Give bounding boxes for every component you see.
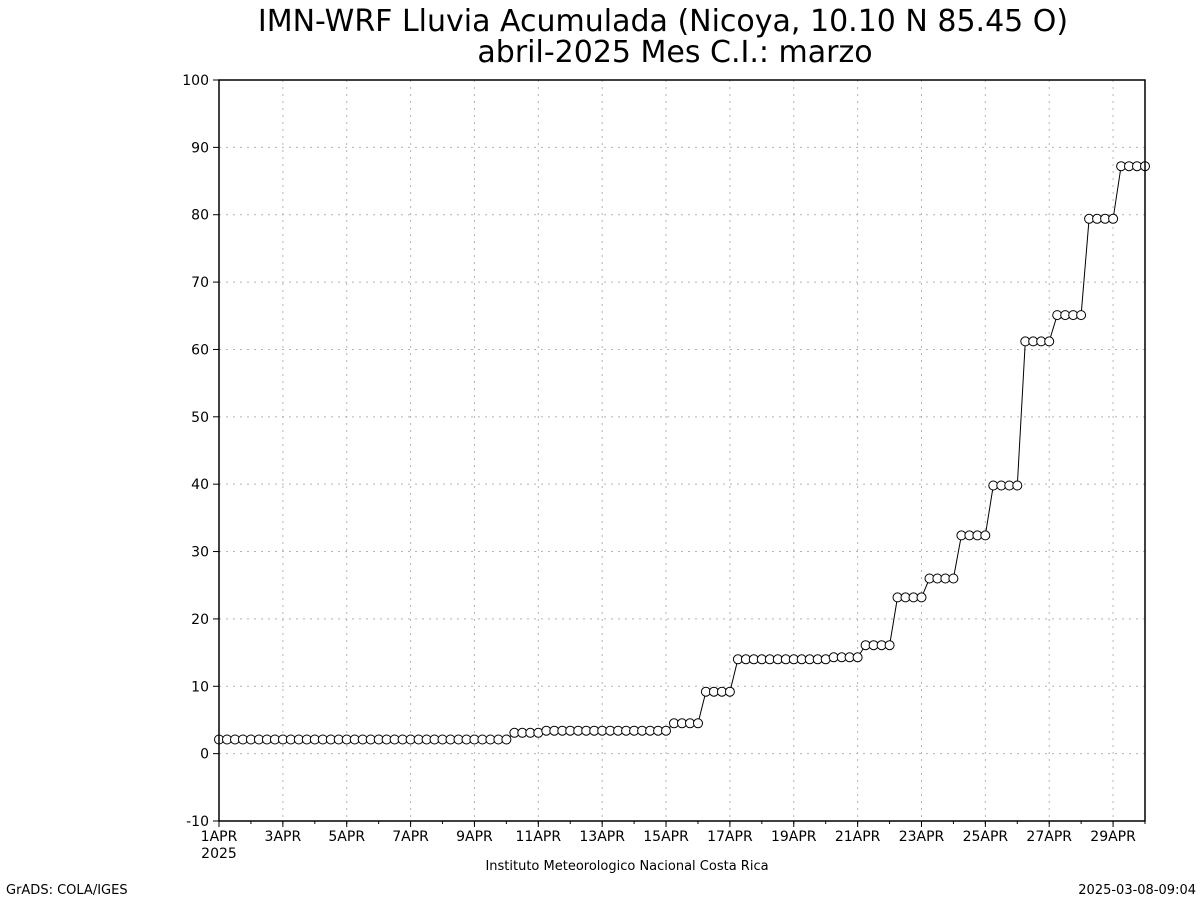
- x-tick-label: 27APR: [1026, 829, 1072, 845]
- x-tick-label: 11APR: [516, 829, 562, 845]
- y-tick-label: 60: [191, 342, 209, 358]
- data-point: [916, 592, 927, 603]
- x-tick-label: 15APR: [643, 829, 689, 845]
- x-tick-label: 3APR: [265, 829, 302, 845]
- x-tick-label: 21APR: [835, 829, 881, 845]
- y-tick-label: 50: [191, 410, 209, 426]
- data-point: [693, 718, 703, 729]
- y-tick-label: 20: [191, 612, 209, 628]
- data-point: [661, 725, 671, 736]
- data-point: [724, 686, 735, 697]
- chart-title: IMN-WRF Lluvia Acumulada (Nicoya, 10.10 …: [258, 4, 1068, 39]
- x-tick-label: 9APR: [456, 829, 493, 845]
- timestamp: 2025-03-08-09:04: [1078, 883, 1196, 898]
- x-axis-year-label: 2025: [201, 846, 237, 862]
- data-point: [1012, 480, 1023, 491]
- y-tick-label: 90: [191, 140, 209, 156]
- institution-label: Instituto Meteorologico Nacional Costa R…: [485, 859, 768, 874]
- y-tick-label: 100: [182, 73, 209, 89]
- data-point: [1076, 310, 1087, 321]
- x-tick-label: 1APR: [201, 829, 238, 845]
- x-axis-ticks: 1APR 3APR 5APR 7APR 9APR 11APR 13APR 15APR 17APR…: [201, 821, 1146, 845]
- y-tick-label: 70: [191, 275, 209, 291]
- x-tick-label: 17APR: [707, 829, 753, 845]
- data-point: [1044, 336, 1055, 347]
- y-tick-label: 30: [191, 545, 209, 561]
- series-accumulated-rainfall: [214, 161, 1150, 745]
- data-point: [980, 530, 991, 541]
- plot-frame: [218, 79, 1146, 822]
- series-line: [219, 165, 1145, 740]
- x-tick-label: 13APR: [579, 829, 625, 845]
- y-tick-label: 10: [191, 679, 209, 695]
- x-tick-label: 5APR: [328, 829, 365, 845]
- x-tick-label: 7APR: [392, 829, 429, 845]
- data-point: [948, 573, 959, 584]
- x-tick-label: 25APR: [963, 829, 1009, 845]
- data-point: [884, 640, 895, 651]
- chart-subtitle: abril-2025 Mes C.I.: marzo: [477, 35, 872, 70]
- data-point: [1108, 213, 1119, 224]
- grid-lines: [219, 80, 1145, 821]
- data-point: [501, 734, 512, 745]
- y-tick-label: 0: [200, 747, 209, 763]
- y-tick-label: 40: [191, 477, 209, 493]
- y-axis-ticks: -10 0 10 20 30 40 50 60 70 80 90 100: [182, 73, 219, 830]
- x-tick-label: 23APR: [899, 829, 945, 845]
- x-tick-label: 19APR: [771, 829, 817, 845]
- x-tick-label: 29APR: [1090, 829, 1136, 845]
- y-tick-label: -10: [186, 814, 209, 830]
- grads-credit: GrADS: COLA/IGES: [6, 883, 128, 898]
- data-point: [852, 652, 863, 663]
- y-tick-label: 80: [191, 208, 209, 224]
